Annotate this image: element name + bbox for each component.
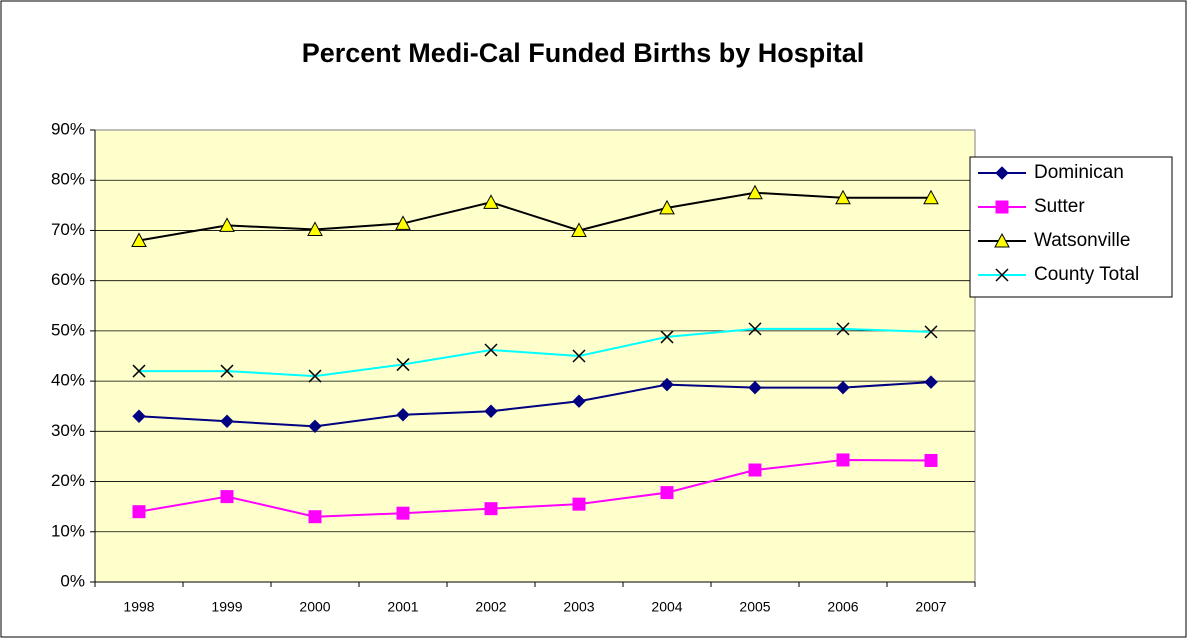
x-tick-label: 2000 [299, 599, 330, 615]
marker [395, 215, 411, 230]
marker [484, 502, 498, 516]
marker [836, 453, 850, 467]
marker [748, 463, 762, 477]
marker [308, 369, 322, 383]
marker [836, 322, 850, 336]
marker [132, 364, 146, 378]
y-tick-label: 20% [51, 471, 85, 490]
marker [219, 217, 235, 232]
marker [572, 349, 586, 363]
marker [396, 358, 410, 372]
legend-label: Watsonville [1034, 230, 1130, 251]
y-tick-label: 10% [51, 521, 85, 540]
y-tick-label: 90% [51, 119, 85, 138]
marker [660, 486, 674, 500]
marker [132, 505, 146, 519]
marker [748, 322, 762, 336]
marker [572, 394, 586, 408]
legend-label: Sutter [1034, 196, 1085, 217]
marker [748, 380, 762, 395]
series-line [139, 327, 932, 378]
y-tick-label: 70% [51, 220, 85, 239]
marker [483, 194, 499, 209]
x-tick-label: 2002 [475, 599, 506, 615]
marker [572, 497, 586, 511]
series-line [138, 191, 931, 242]
y-tick-label: 80% [51, 170, 85, 189]
y-tick-label: 0% [60, 571, 85, 590]
legend-label: County Total [1034, 264, 1139, 285]
marker [220, 490, 234, 504]
marker [995, 166, 1009, 180]
x-tick-label: 2006 [827, 599, 858, 615]
marker [131, 232, 147, 247]
marker [660, 330, 674, 344]
x-tick-label: 1998 [123, 599, 154, 615]
marker [659, 199, 675, 215]
marker [924, 325, 938, 339]
x-tick-label: 2004 [651, 599, 682, 615]
marker [132, 409, 146, 423]
x-tick-label: 2005 [739, 599, 770, 615]
marker [923, 189, 939, 205]
marker [924, 375, 938, 389]
marker [220, 414, 234, 428]
marker [308, 510, 322, 524]
marker [836, 380, 850, 395]
marker [220, 364, 234, 378]
y-tick-label: 30% [51, 421, 85, 440]
marker [571, 222, 587, 237]
marker [307, 221, 323, 236]
chart-title: Percent Medi-Cal Funded Births by Hospit… [302, 38, 865, 68]
y-tick-label: 40% [51, 371, 85, 390]
x-tick-label: 2001 [387, 599, 418, 615]
marker [660, 377, 674, 392]
x-tick-label: 1999 [211, 599, 242, 615]
marker [484, 404, 498, 418]
x-tick-label: 2007 [915, 599, 946, 615]
y-tick-label: 50% [51, 320, 85, 339]
marker [308, 419, 322, 434]
y-tick-label: 60% [51, 270, 85, 289]
marker [924, 453, 938, 467]
legend-label: Dominican [1034, 162, 1124, 183]
marker [995, 268, 1009, 282]
marker [835, 189, 851, 205]
marker [747, 184, 763, 200]
marker [994, 232, 1010, 248]
marker [396, 408, 410, 422]
series-line [138, 458, 932, 518]
marker [484, 343, 498, 357]
x-tick-label: 2003 [563, 599, 594, 615]
marker [396, 506, 410, 520]
marker [995, 200, 1009, 214]
series-line [138, 381, 932, 428]
